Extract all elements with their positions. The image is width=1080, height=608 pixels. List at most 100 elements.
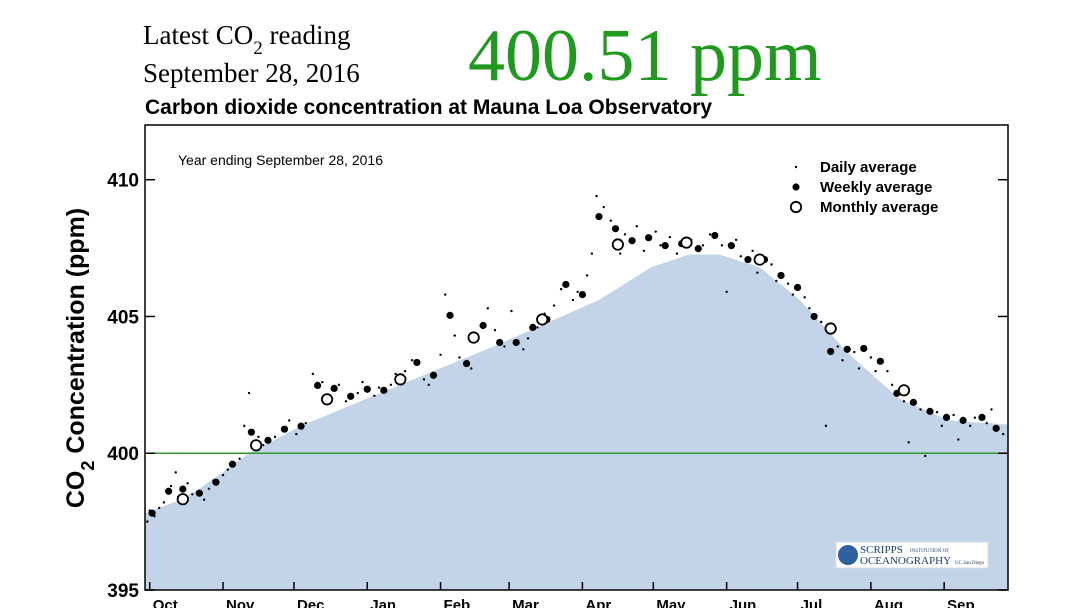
y-label-text: Concentration (ppm)	[62, 208, 90, 461]
logo-text: INSTITUTION OF	[910, 549, 949, 554]
daily-point	[739, 255, 743, 258]
weekly-point	[462, 359, 471, 368]
daily-point	[973, 416, 977, 419]
weekly-point	[446, 311, 454, 319]
daily-point	[344, 400, 348, 403]
daily-point	[503, 345, 506, 348]
x-tick-label: Jan	[370, 597, 396, 608]
daily-point	[585, 274, 589, 277]
daily-point	[623, 233, 627, 236]
weekly-point	[562, 280, 570, 289]
x-tick-label: Aug	[874, 597, 903, 608]
monthly-point	[394, 373, 407, 386]
weekly-point	[297, 422, 305, 430]
weekly-point	[264, 436, 272, 444]
monthly-point	[250, 439, 263, 452]
daily-point	[770, 263, 773, 266]
daily-point	[311, 372, 315, 376]
daily-point	[725, 290, 728, 294]
reading-label-sub: 2	[253, 38, 263, 59]
daily-point	[191, 493, 194, 496]
weekly-point	[529, 323, 537, 332]
monthly-point	[680, 236, 693, 249]
reading-date: September 28, 2016	[143, 58, 360, 88]
daily-point	[458, 356, 461, 359]
daily-point	[654, 230, 657, 233]
daily-point	[609, 219, 612, 222]
legend-marker	[794, 165, 798, 169]
daily-point	[422, 378, 426, 381]
reading-value: 400.51 ppm	[468, 15, 822, 97]
daily-point	[808, 307, 811, 310]
daily-point	[940, 424, 943, 428]
x-tick-label: Dec	[297, 597, 325, 608]
weekly-point	[165, 487, 173, 495]
weekly-point	[777, 271, 785, 280]
daily-point	[853, 350, 856, 354]
plot-frame	[144, 124, 1009, 591]
reading-label-text: reading	[263, 20, 351, 50]
daily-point	[522, 348, 525, 351]
daily-point	[486, 307, 490, 310]
logo-box	[835, 541, 989, 569]
daily-point	[304, 421, 307, 425]
x-tick-label: Nov	[226, 597, 255, 608]
daily-point	[453, 334, 456, 337]
reading-label: Latest CO2 reading	[143, 20, 350, 59]
daily-point	[775, 279, 778, 283]
weekly-point	[179, 485, 187, 493]
daily-point	[924, 454, 927, 458]
daily-point	[734, 238, 738, 242]
weekly-point	[661, 242, 669, 250]
daily-point	[337, 383, 341, 387]
annotation: Year ending September 28, 2016	[178, 152, 383, 168]
plot-area	[145, 194, 1008, 590]
monthly-point	[611, 238, 624, 251]
daily-point	[990, 408, 993, 411]
daily-point	[559, 287, 563, 291]
daily-point	[373, 394, 376, 397]
x-tick-label: Jul	[801, 597, 823, 608]
daily-point	[571, 298, 575, 302]
daily-point	[552, 304, 556, 307]
daily-point	[238, 457, 241, 460]
weekly-point	[148, 509, 156, 517]
legend-label: Weekly average	[820, 179, 932, 196]
monthly-point	[467, 331, 480, 344]
daily-point	[394, 372, 397, 376]
daily-point	[642, 249, 646, 253]
daily-point	[708, 233, 712, 236]
monthly-point	[176, 493, 189, 506]
legend-marker	[789, 200, 803, 214]
daily-point	[403, 369, 407, 373]
chart-title: Carbon dioxide concentration at Mauna Lo…	[145, 96, 712, 119]
monthly-point	[536, 313, 549, 326]
x-tick-label: Apr	[585, 597, 611, 608]
weekly-point	[959, 416, 967, 425]
daily-point	[890, 383, 894, 387]
weekly-point	[611, 225, 620, 233]
daily-point	[659, 244, 662, 247]
logo-text: UC San Diego	[955, 561, 985, 566]
weekly-point	[212, 478, 220, 486]
legend-label: Daily average	[820, 159, 917, 176]
daily-point	[907, 441, 910, 444]
weekly-point	[512, 338, 520, 347]
weekly-point	[909, 398, 918, 406]
daily-point	[295, 432, 298, 436]
daily-point	[935, 411, 939, 414]
daily-point	[389, 383, 393, 387]
daily-point	[470, 367, 473, 370]
seasonal-area	[145, 254, 1008, 590]
daily-point	[836, 345, 839, 348]
daily-point	[439, 353, 442, 356]
weekly-point	[429, 371, 438, 379]
daily-point	[536, 326, 539, 329]
x-tick-label: Feb	[444, 597, 471, 608]
daily-point	[957, 438, 960, 441]
daily-point	[756, 271, 759, 274]
weekly-point	[942, 413, 951, 422]
daily-point	[288, 419, 291, 422]
daily-point	[356, 391, 359, 395]
